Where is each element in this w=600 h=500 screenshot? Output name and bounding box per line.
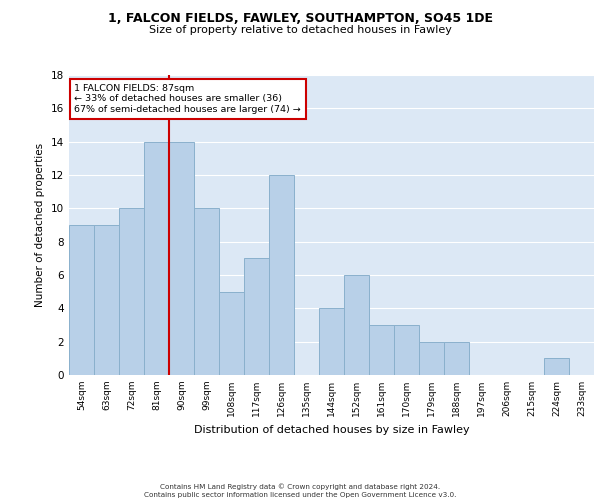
Text: Contains HM Land Registry data © Crown copyright and database right 2024.
Contai: Contains HM Land Registry data © Crown c… (144, 484, 456, 498)
X-axis label: Distribution of detached houses by size in Fawley: Distribution of detached houses by size … (194, 424, 469, 434)
Bar (244, 258, 269, 375)
Bar (444, 342, 469, 375)
Bar (219, 292, 244, 375)
Text: 1, FALCON FIELDS, FAWLEY, SOUTHAMPTON, SO45 1DE: 1, FALCON FIELDS, FAWLEY, SOUTHAMPTON, S… (107, 12, 493, 26)
Text: 1 FALCON FIELDS: 87sqm
← 33% of detached houses are smaller (36)
67% of semi-det: 1 FALCON FIELDS: 87sqm ← 33% of detached… (74, 84, 301, 114)
Bar (194, 208, 219, 375)
Bar (144, 142, 169, 375)
Bar (94, 225, 119, 375)
Bar (119, 208, 144, 375)
Bar (419, 342, 444, 375)
Bar (369, 325, 394, 375)
Bar (269, 175, 294, 375)
Bar (69, 225, 94, 375)
Bar (344, 275, 369, 375)
Bar (169, 142, 194, 375)
Text: Size of property relative to detached houses in Fawley: Size of property relative to detached ho… (149, 25, 451, 35)
Y-axis label: Number of detached properties: Number of detached properties (35, 143, 46, 307)
Bar (544, 358, 569, 375)
Bar (394, 325, 419, 375)
Bar (319, 308, 344, 375)
